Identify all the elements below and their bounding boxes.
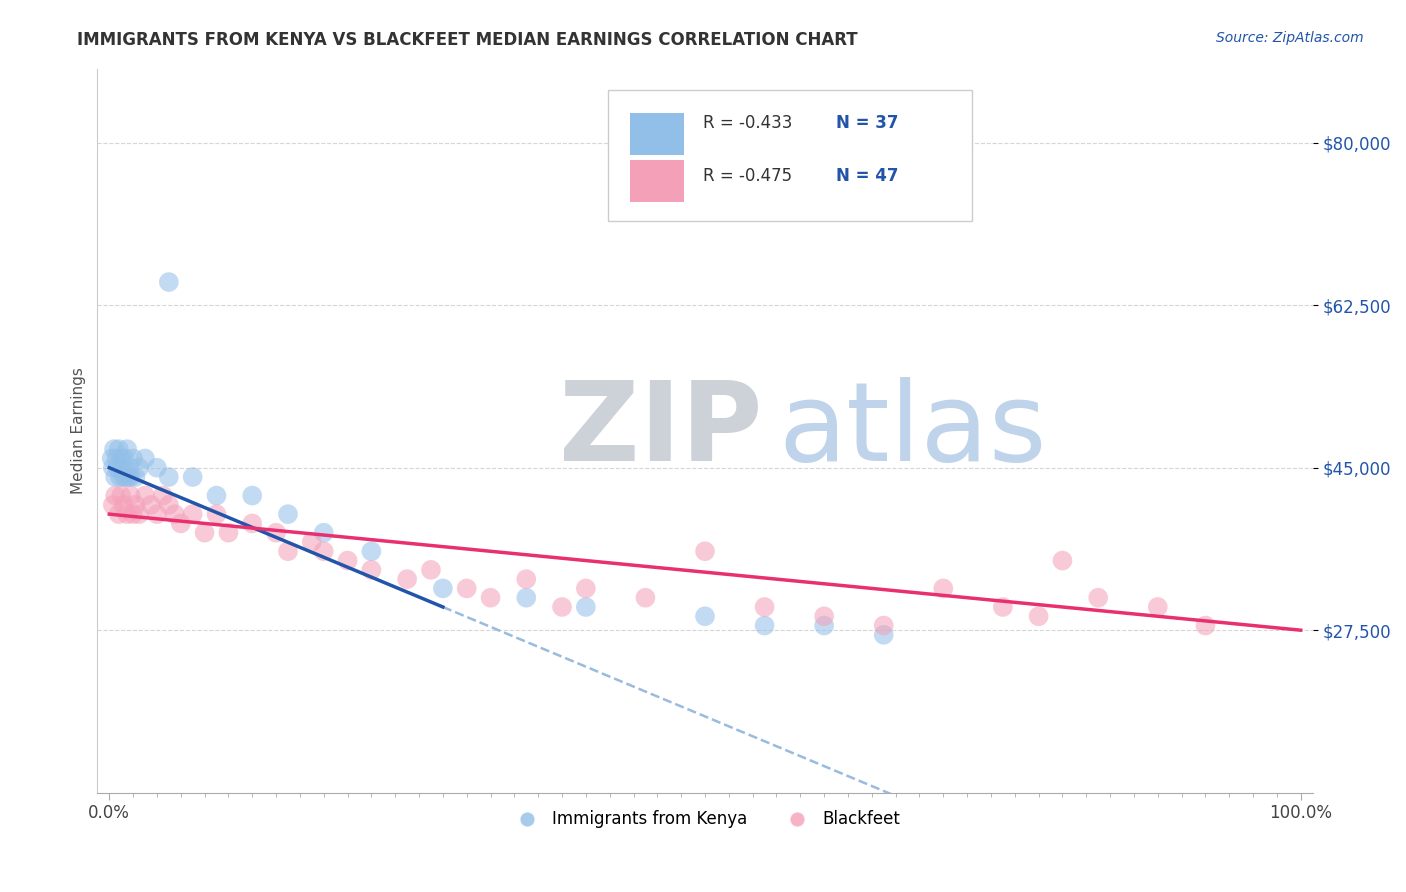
Point [104, 470, 127, 484]
Point [240, 489, 263, 503]
Point [1087, 591, 1109, 605]
Point [134, 489, 156, 503]
Text: IMMIGRANTS FROM KENYA VS BLACKFEET MEDIAN EARNINGS CORRELATION CHART: IMMIGRANTS FROM KENYA VS BLACKFEET MEDIA… [77, 31, 858, 49]
Point [128, 507, 150, 521]
Point [115, 442, 138, 457]
Point [157, 498, 180, 512]
Point [101, 498, 124, 512]
Point [146, 460, 169, 475]
Point [124, 498, 146, 512]
Point [120, 489, 142, 503]
Point [240, 516, 263, 531]
Point [575, 599, 598, 614]
Point [396, 572, 419, 586]
Legend: Immigrants from Kenya, Blackfeet: Immigrants from Kenya, Blackfeet [503, 804, 907, 835]
Point [360, 563, 382, 577]
Point [515, 591, 537, 605]
Point [456, 582, 478, 596]
Text: ZIP: ZIP [560, 377, 762, 484]
Point [1052, 553, 1074, 567]
Text: N = 47: N = 47 [837, 167, 898, 185]
Point [120, 470, 142, 484]
Point [118, 460, 141, 475]
Point [277, 544, 299, 558]
Point [101, 460, 124, 475]
Point [108, 470, 131, 484]
Bar [630, 161, 685, 202]
Text: atlas: atlas [778, 377, 1046, 484]
Point [575, 582, 598, 596]
Point [110, 451, 132, 466]
Point [117, 470, 139, 484]
Point [432, 582, 454, 596]
Point [991, 599, 1014, 614]
Point [111, 460, 134, 475]
Point [693, 609, 716, 624]
Point [115, 507, 138, 521]
FancyBboxPatch shape [607, 90, 973, 220]
Point [107, 460, 129, 475]
Point [114, 451, 136, 466]
Point [128, 460, 150, 475]
Point [163, 507, 186, 521]
Point [107, 507, 129, 521]
Point [873, 628, 896, 642]
Point [551, 599, 574, 614]
Point [112, 498, 135, 512]
Point [693, 544, 716, 558]
Text: R = -0.475: R = -0.475 [703, 167, 792, 185]
Point [122, 507, 145, 521]
Point [103, 442, 125, 457]
Bar [630, 113, 685, 155]
Point [754, 599, 776, 614]
Point [813, 618, 835, 632]
Point [194, 525, 217, 540]
Point [157, 470, 180, 484]
Point [336, 553, 359, 567]
Point [107, 442, 129, 457]
Text: Source: ZipAtlas.com: Source: ZipAtlas.com [1216, 31, 1364, 45]
Point [634, 591, 657, 605]
Point [181, 507, 204, 521]
Point [312, 525, 335, 540]
Point [360, 544, 382, 558]
Point [301, 535, 323, 549]
Point [217, 525, 239, 540]
Point [1194, 618, 1216, 632]
Point [104, 489, 127, 503]
Point [112, 470, 135, 484]
Point [152, 489, 174, 503]
Point [139, 498, 162, 512]
Point [205, 507, 228, 521]
Point [813, 609, 835, 624]
Point [932, 582, 955, 596]
Text: R = -0.433: R = -0.433 [703, 114, 792, 132]
Point [277, 507, 299, 521]
Point [205, 489, 228, 503]
Point [754, 618, 776, 632]
Y-axis label: Median Earnings: Median Earnings [72, 368, 86, 494]
Point [146, 507, 169, 521]
Point [100, 451, 122, 466]
Point [105, 451, 128, 466]
Point [312, 544, 335, 558]
Point [181, 470, 204, 484]
Point [1146, 599, 1168, 614]
Text: N = 37: N = 37 [837, 114, 898, 132]
Point [515, 572, 537, 586]
Point [479, 591, 502, 605]
Point [264, 525, 287, 540]
Point [124, 470, 146, 484]
Point [122, 451, 145, 466]
Point [115, 470, 138, 484]
Point [420, 563, 443, 577]
Point [1028, 609, 1050, 624]
Point [170, 516, 193, 531]
Point [134, 451, 156, 466]
Point [110, 489, 132, 503]
Point [157, 275, 180, 289]
Point [873, 618, 896, 632]
